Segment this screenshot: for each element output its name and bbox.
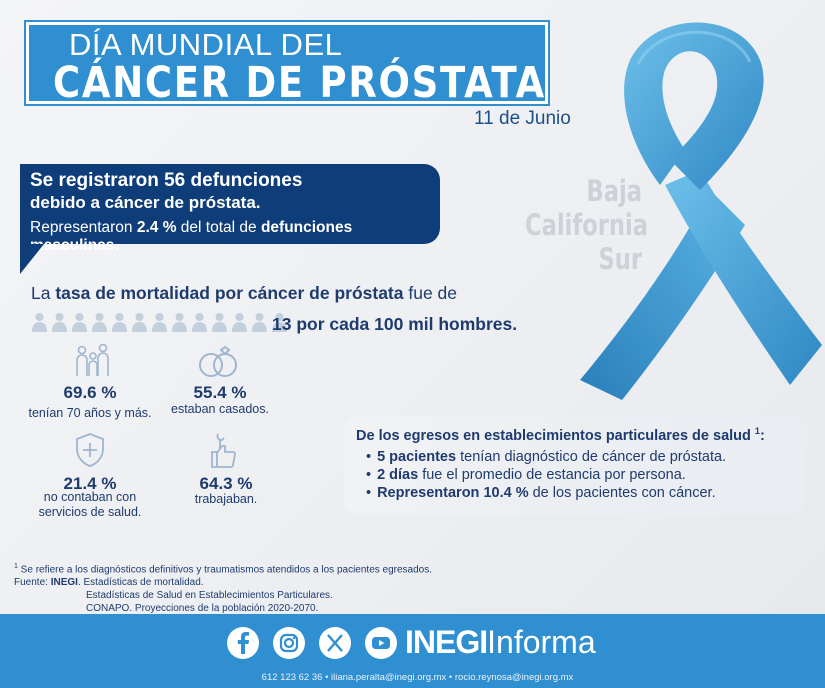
title-banner: DÍA MUNDIAL DEL CÁNCER DE PRÓSTATA [26, 22, 548, 108]
source-line: Estadísticas de Salud en Establecimiento… [86, 590, 333, 602]
person-icon [152, 313, 167, 332]
person-icon [132, 313, 147, 332]
list-item: 2 días fue el promedio de estancia por p… [366, 466, 806, 484]
people-row [31, 312, 288, 332]
person-icon [212, 313, 227, 332]
stat-age-value: 69.6 % [63, 383, 117, 402]
x-icon[interactable] [318, 626, 352, 660]
health-shield-icon [76, 433, 104, 467]
contact-info: 612 123 62 36 • iliana.peralta@inegi.org… [261, 672, 574, 683]
list-item: Representaron 10.4 % de los pacientes co… [366, 484, 806, 502]
thumbs-up-wrench-icon [211, 433, 236, 468]
deaths-callout: Se registraron 56 defunciones debido a c… [20, 164, 440, 254]
deaths-headline: Se registraron 56 defunciones [30, 170, 303, 191]
title-line-1: DÍA MUNDIAL DEL [69, 27, 343, 62]
region-line-2: California [525, 208, 649, 242]
stat-married-desc: estaban casados. [171, 402, 269, 416]
person-icon [192, 313, 207, 332]
mortality-rate: 13 por cada 100 mil hombres. [272, 314, 518, 334]
person-icon [252, 313, 267, 332]
person-icon [112, 313, 127, 332]
brand-logo[interactable]: INEGIInforma [405, 624, 596, 660]
awareness-ribbon-icon [580, 22, 822, 400]
discharges-title: De los egresos en establecimientos parti… [356, 426, 765, 444]
title-line-2: CÁNCER DE PRÓSTATA [53, 58, 546, 108]
family-icon [76, 344, 109, 376]
person-icon [172, 313, 187, 332]
person-icon [32, 313, 47, 332]
discharges-list: 5 pacientes tenían diagnóstico de cáncer… [356, 448, 806, 502]
person-icon [52, 313, 67, 332]
list-item: 5 pacientes tenían diagnóstico de cáncer… [366, 448, 806, 466]
event-date: 11 de Junio [474, 108, 571, 129]
deaths-subline: debido a cáncer de próstata. [30, 193, 261, 212]
stat-health-desc: no contaban con servicios de salud. [38, 490, 142, 519]
stat-work-value: 64.3 % [199, 474, 253, 493]
stat-work-desc: trabajaban. [194, 492, 258, 506]
person-icon [272, 313, 287, 332]
mortality-text: La tasa de mortalidad por cáncer de prós… [31, 283, 458, 303]
youtube-icon[interactable] [364, 626, 398, 660]
person-icon [92, 313, 107, 332]
region-line-3: Sur [598, 242, 642, 276]
deaths-share: Representaron 2.4 % del total de defunci… [30, 219, 353, 254]
source-line: CONAPO. Proyecciones de la población 202… [86, 603, 319, 615]
source-line: Fuente: INEGI. Estadísticas de mortalida… [14, 577, 204, 589]
callout-tail [20, 244, 44, 274]
footnote-1: 1 Se refiere a los diagnósticos definiti… [14, 563, 433, 576]
stat-health-value: 21.4 % [63, 474, 117, 493]
facebook-icon[interactable] [226, 626, 260, 660]
person-icon [232, 313, 247, 332]
footer: INEGIInforma 612 123 62 36 • iliana.pera… [0, 614, 825, 688]
rings-icon [199, 346, 237, 377]
footnotes: 1 Se refiere a los diagnósticos definiti… [14, 560, 432, 615]
discharges-panel: De los egresos en establecimientos parti… [344, 416, 806, 514]
person-icon [72, 313, 87, 332]
stat-age-desc: tenían 70 años y más. [28, 406, 152, 420]
region-line-1: Baja [586, 174, 642, 208]
instagram-icon[interactable] [272, 626, 306, 660]
stat-married-value: 55.4 % [193, 383, 247, 402]
region-label: Baja California Sur [525, 174, 649, 276]
